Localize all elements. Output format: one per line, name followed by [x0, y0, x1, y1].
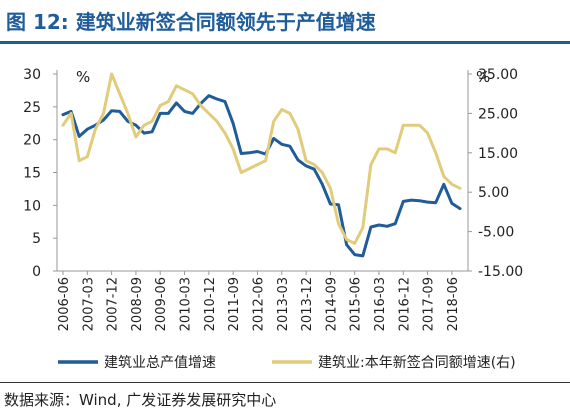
right-tick-label: 5.00 [478, 185, 509, 201]
x-tick-label: 2015-06 [349, 277, 364, 331]
right-tick-label: 35.00 [478, 67, 518, 83]
left-tick-label: 20 [23, 133, 41, 149]
source-note: 数据来源：Wind, 广发证券发展研究中心 [4, 391, 277, 409]
x-tick-label: 2009-06 [154, 277, 169, 331]
left-axis-unit: % [76, 68, 90, 86]
series-line-output-growth [61, 94, 462, 258]
x-tick-label: 2010-12 [203, 277, 218, 331]
chart-legend: 建筑业总产值增速 建筑业:本年新签合同额增速(右) [58, 354, 516, 371]
legend-item-contracts-growth-label: 建筑业:本年新签合同额增速(右) [318, 354, 516, 371]
legend-item-output-growth-label: 建筑业总产值增速 [104, 355, 216, 371]
x-tick-label: 2008-09 [130, 277, 145, 331]
x-tick-label: 2006-06 [57, 277, 72, 331]
series-line-contracts-growth [61, 72, 462, 245]
x-tick-label: 2016-03 [373, 277, 388, 331]
chart: 0 5 10 15 20 25 30 -15.00 -5.00 5.00 15.00 25.00 35.… [23, 67, 523, 371]
left-tick-label: 5 [32, 231, 41, 247]
right-tick-label: 15.00 [478, 146, 518, 162]
left-tick-label: 30 [23, 67, 41, 83]
x-tick-label: 2016-12 [397, 277, 412, 331]
left-tick-label: 10 [23, 198, 41, 214]
x-tick-label: 2007-12 [106, 277, 121, 331]
left-tick-label: 0 [32, 264, 41, 280]
figure-title-bar: 图 12: 建筑业新签合同额领先于产值增速 [0, 0, 570, 44]
x-tick-label: 2007-03 [81, 277, 96, 331]
x-tick-label: 2013-12 [300, 277, 315, 331]
right-axis-unit: % [476, 68, 490, 86]
left-tick-label: 15 [23, 166, 41, 182]
left-tick-label: 25 [23, 100, 41, 116]
right-tick-label: 25.00 [478, 106, 518, 122]
x-tick-label: 2012-06 [251, 277, 266, 331]
chart-axes: 0 5 10 15 20 25 30 -15.00 -5.00 5.00 15.00 25.00 35.… [23, 67, 523, 331]
x-tick-label: 2010-03 [179, 277, 194, 331]
x-tick-label: 2011-09 [227, 277, 242, 331]
x-tick-label: 2014-09 [324, 277, 339, 331]
chart-series [61, 72, 462, 258]
x-tick-label: 2018-06 [446, 277, 461, 331]
right-tick-label: -5.00 [478, 225, 514, 241]
x-tick-label: 2013-03 [276, 277, 291, 331]
figure-title: 图 12: 建筑业新签合同额领先于产值增速 [6, 10, 376, 34]
x-tick-label: 2017-09 [422, 277, 437, 331]
right-tick-label: -15.00 [478, 264, 523, 280]
source-bar: 数据来源：Wind, 广发证券发展研究中心 [0, 382, 570, 418]
